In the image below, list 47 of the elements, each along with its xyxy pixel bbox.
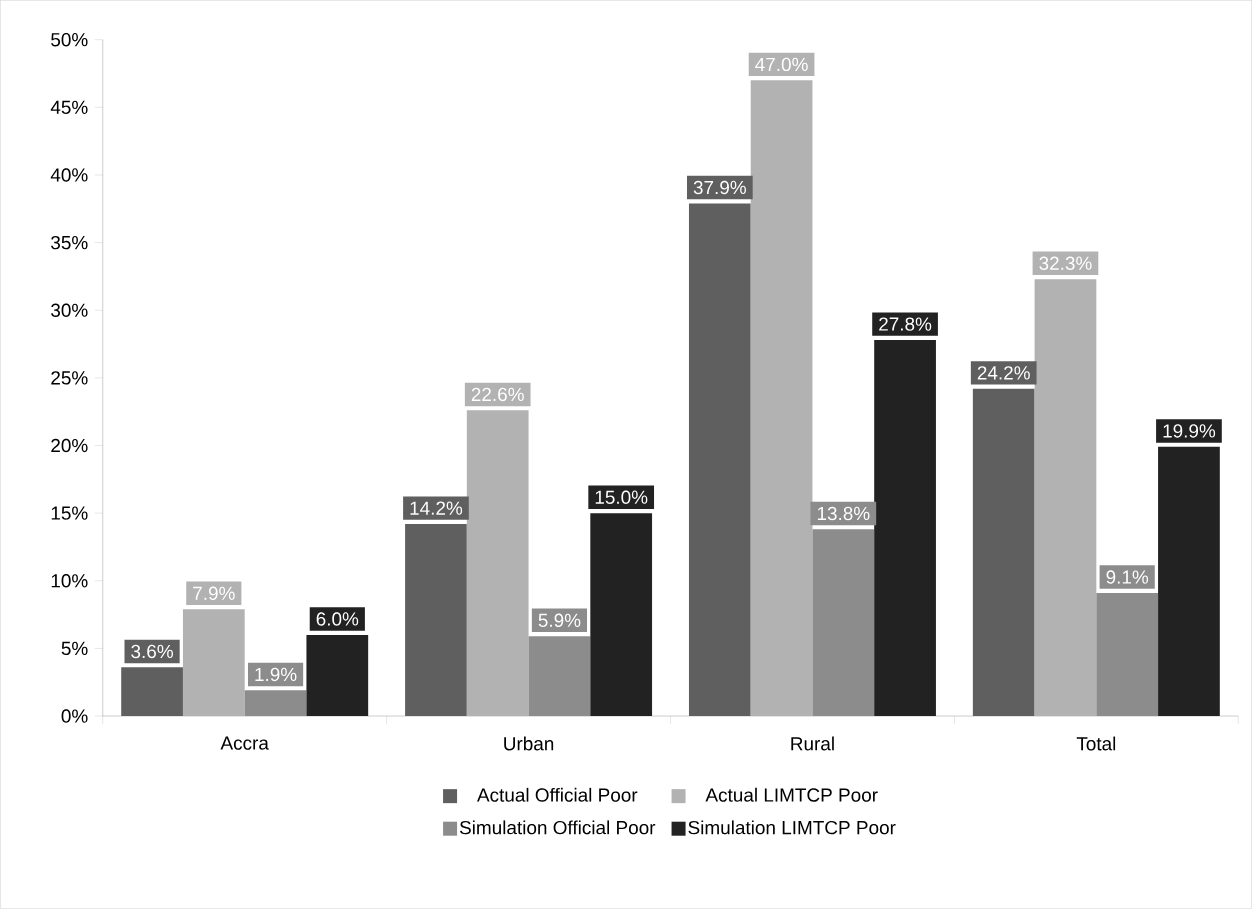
y-tick-label: 30% [51, 303, 88, 318]
y-tick-label: 0% [61, 709, 88, 723]
legend-label: Actual LIMTCP Poor [705, 787, 878, 802]
bar [466, 410, 529, 717]
y-tick-label: 35% [51, 235, 88, 250]
bar [405, 524, 467, 717]
x-tick-label: Total [1076, 736, 1116, 751]
data-label: 24.2% [977, 366, 1030, 380]
y-tick-label: 50% [51, 33, 88, 47]
data-label: 32.3% [1039, 256, 1092, 271]
y-tick-label: 20% [51, 438, 88, 453]
legend-label: Actual Official Poor [477, 787, 638, 802]
legend-label: Simulation Official Poor [459, 820, 656, 835]
bar [182, 609, 245, 717]
bar [1034, 279, 1097, 717]
data-label: 5.9% [538, 613, 581, 628]
bar [1158, 446, 1220, 717]
legend-label: Simulation LIMTCP Poor [688, 820, 896, 835]
data-label: 6.0% [316, 612, 359, 626]
x-tick-label: Accra [220, 736, 269, 750]
data-label: 19.9% [1163, 424, 1216, 438]
data-label: 14.2% [410, 501, 463, 515]
bar [688, 203, 751, 717]
y-tick-label: 5% [61, 641, 88, 656]
bar [750, 80, 813, 717]
y-tick-label: 15% [51, 506, 88, 520]
data-label: 3.6% [131, 644, 173, 659]
x-tick-label: Urban [504, 736, 554, 751]
data-label: 1.9% [255, 667, 297, 682]
data-label: 47.0% [755, 57, 808, 72]
bar [121, 667, 183, 717]
y-tick-label: 45% [50, 100, 88, 115]
bar [590, 513, 653, 717]
y-tick-label: 10% [51, 574, 88, 588]
data-label: 13.8% [817, 506, 870, 521]
data-label: 7.9% [193, 586, 235, 601]
bar [972, 388, 1035, 717]
bar [874, 340, 936, 717]
x-tick-label: Rural [791, 736, 834, 751]
data-label: 22.6% [471, 387, 524, 402]
data-label: 27.8% [879, 317, 932, 331]
data-label: 37.9% [693, 180, 746, 195]
y-tick-label: 25% [51, 371, 88, 385]
data-label: 9.1% [1106, 570, 1149, 584]
y-tick-label: 40% [50, 168, 88, 182]
bar [306, 634, 369, 717]
data-label: 15.0% [595, 490, 648, 505]
